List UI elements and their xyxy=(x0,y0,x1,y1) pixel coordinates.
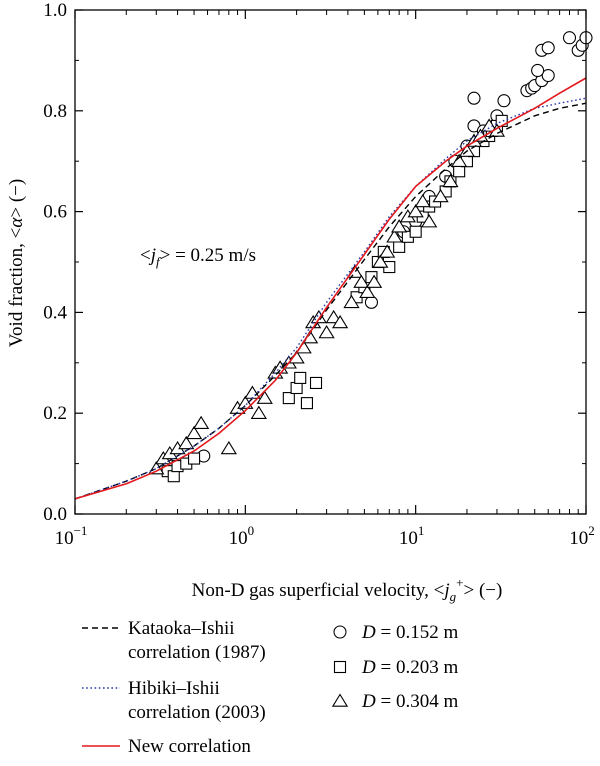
data-point-square xyxy=(290,381,303,395)
data-point-triangle xyxy=(379,244,396,258)
data-point-triangle xyxy=(442,173,459,188)
data-point-triangle xyxy=(148,461,165,475)
data-point-triangle xyxy=(365,274,383,288)
y-tick-label: 0.8 xyxy=(43,101,67,122)
data-point-triangle xyxy=(421,214,438,228)
data-point-triangle xyxy=(372,254,389,268)
legend-label: Hibiki–Ishii xyxy=(128,678,220,699)
data-point-triangle xyxy=(353,274,370,288)
data-point-square xyxy=(309,376,323,390)
data-point-triangle xyxy=(481,118,498,132)
legend-label: correlation (2003) xyxy=(128,702,266,723)
data-point-triangle xyxy=(386,229,403,243)
data-point-square xyxy=(294,371,307,384)
data-point-circle xyxy=(467,91,481,105)
data-point-triangle xyxy=(185,425,203,440)
series-triangle xyxy=(148,118,506,475)
data-point-triangle xyxy=(250,405,267,419)
legend-label: D = 0.152 m xyxy=(361,622,458,643)
series-square xyxy=(161,114,508,483)
data-point-triangle xyxy=(407,204,424,218)
x-axis-title: Non-D gas superficial velocity, <jg+> (−… xyxy=(192,575,503,604)
legend-label: Kataoka–Ishii xyxy=(128,618,235,639)
y-tick-label: 0.0 xyxy=(43,504,67,525)
data-point-square xyxy=(453,165,466,178)
legend-label: New correlation xyxy=(128,736,251,757)
y-tick-label: 0.2 xyxy=(43,403,67,424)
plot-area xyxy=(74,31,593,500)
legend: Kataoka–Ishii correlation (1987) Hibiki–Is… xyxy=(82,618,458,757)
legend-label: D = 0.203 m xyxy=(361,657,458,678)
y-tick-label: 0.4 xyxy=(43,302,67,323)
data-point-triangle xyxy=(178,435,195,450)
data-point-triangle xyxy=(220,440,237,455)
data-point-circle xyxy=(531,63,545,78)
axes: 0.0 0.2 0.4 0.6 0.8 1.0 10−1 100 101 102 xyxy=(43,0,595,549)
data-point-triangle xyxy=(391,219,408,233)
data-point-circle xyxy=(497,94,511,108)
x-tick-label: 10−1 xyxy=(55,523,88,549)
data-point-square xyxy=(300,397,313,410)
data-point-triangle xyxy=(331,314,349,329)
x-tick-label: 100 xyxy=(229,523,254,549)
legend-marker-triangle xyxy=(331,693,349,707)
data-point-triangle xyxy=(256,390,273,404)
data-point-square xyxy=(393,240,406,253)
y-tick-label: 0.6 xyxy=(43,202,67,223)
data-point-triangle xyxy=(244,385,261,399)
data-point-triangle xyxy=(343,294,360,309)
data-point-square xyxy=(167,470,180,483)
data-point-circle xyxy=(541,41,555,55)
x-tick-label: 101 xyxy=(399,523,425,549)
data-point-circle xyxy=(364,295,378,309)
data-point-triangle xyxy=(432,188,449,203)
legend-label: correlation (1987) xyxy=(128,642,266,663)
legend-marker-square xyxy=(333,660,347,674)
series-line-dashed xyxy=(74,102,587,500)
series-line-dotted xyxy=(74,97,587,500)
annotation-liquid-velocity: <jf> = 0.25 m/s xyxy=(140,245,256,269)
data-point-square xyxy=(409,225,422,238)
legend-label: D = 0.304 m xyxy=(361,691,458,712)
data-point-triangle xyxy=(414,193,431,208)
data-point-circle xyxy=(562,31,577,45)
data-point-triangle xyxy=(359,284,376,298)
data-point-square xyxy=(282,392,295,405)
series-line-solid xyxy=(74,77,587,500)
legend-marker-circle xyxy=(333,625,347,639)
x-tick-label: 102 xyxy=(569,523,595,549)
data-point-triangle xyxy=(192,415,210,430)
data-point-square xyxy=(495,114,508,127)
data-point-square xyxy=(188,452,201,465)
data-point-circle xyxy=(541,68,555,83)
y-axis-title: Void fraction, <α> (−) xyxy=(6,179,27,347)
y-tick-label: 1.0 xyxy=(43,0,67,21)
data-point-triangle xyxy=(318,325,335,339)
